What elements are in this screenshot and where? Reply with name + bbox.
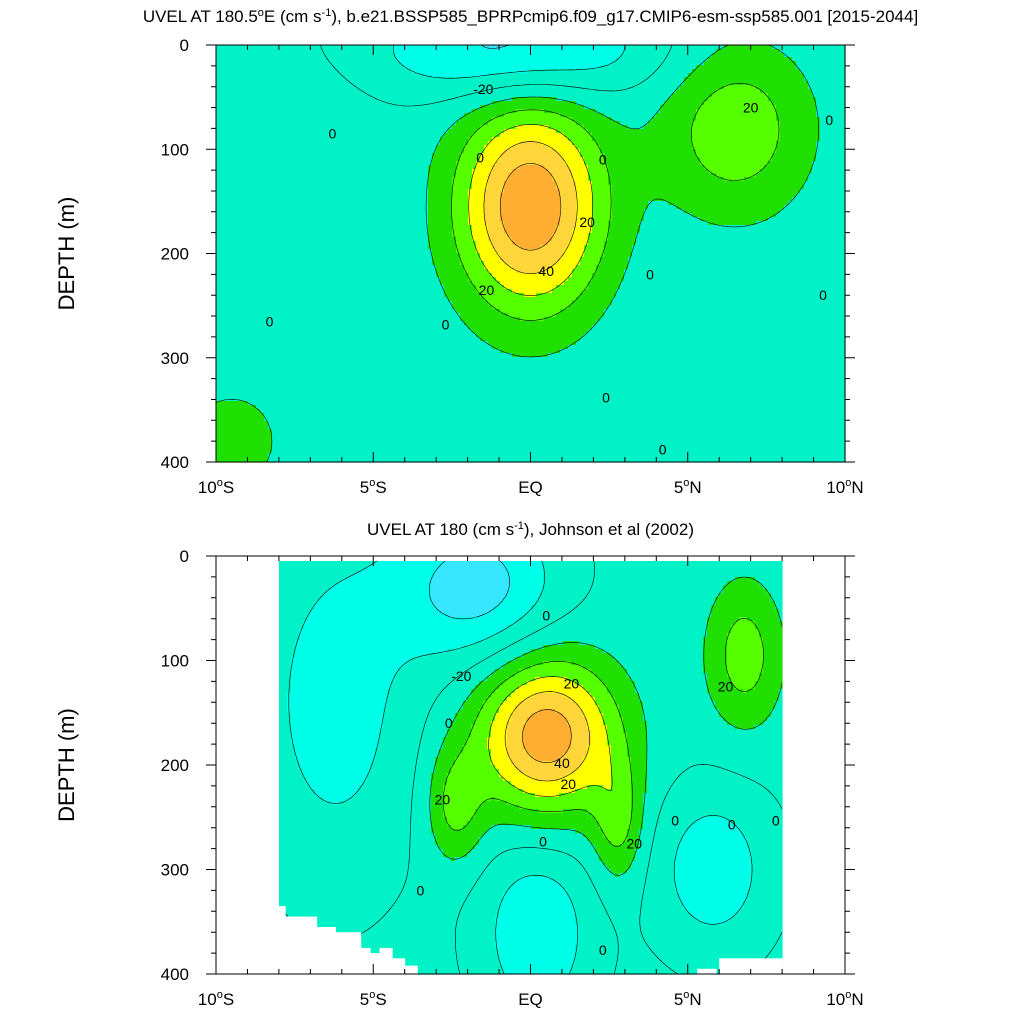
contour-label: 0 bbox=[825, 112, 833, 128]
mask-column bbox=[379, 947, 393, 975]
contour-label: -20 bbox=[473, 81, 493, 97]
mask-column bbox=[392, 958, 406, 975]
x-tick-label: 10oS bbox=[198, 477, 234, 497]
mask-column bbox=[404, 965, 418, 975]
contour-label: 0 bbox=[599, 152, 607, 168]
contour-label: 0 bbox=[659, 441, 667, 457]
y-tick-label: 100 bbox=[161, 652, 189, 671]
contour-labels: 0 -20 20 20 0 40 20 20 0 0 0 0 20 0 0 bbox=[417, 608, 780, 958]
y-tick-label: 400 bbox=[161, 453, 189, 472]
contour-label: 0 bbox=[442, 316, 450, 332]
contour-label: 40 bbox=[538, 263, 554, 279]
x-tick-label: 5oS bbox=[360, 477, 387, 497]
mask-column bbox=[370, 953, 381, 975]
x-tick-label: EQ bbox=[518, 990, 543, 1009]
tick-marks bbox=[206, 555, 855, 975]
contour-label: 20 bbox=[479, 282, 495, 298]
y-tick-label: 300 bbox=[161, 861, 189, 880]
x-tick-label: 10oN bbox=[826, 477, 863, 497]
mask-column bbox=[316, 926, 337, 975]
contour-label: 0 bbox=[445, 715, 453, 731]
mask-column bbox=[719, 958, 783, 975]
contour-label: -20 bbox=[451, 668, 471, 684]
contour-label: 0 bbox=[819, 287, 827, 303]
y-tick-label: 100 bbox=[161, 140, 189, 159]
contour-label: 0 bbox=[328, 126, 336, 142]
mask-column bbox=[285, 916, 318, 975]
contour-label: 20 bbox=[579, 214, 595, 230]
missing-data-mask bbox=[278, 906, 783, 975]
contour-label: 0 bbox=[602, 389, 610, 405]
contour-label: 40 bbox=[554, 755, 570, 771]
y-tick-label: 0 bbox=[180, 36, 189, 55]
mask-column bbox=[335, 932, 362, 975]
x-tick-label: EQ bbox=[518, 478, 543, 497]
mask-column bbox=[278, 906, 286, 975]
contour-lines bbox=[215, 44, 819, 463]
x-tick-label: 5oN bbox=[674, 989, 702, 1009]
x-tick-label: 5oS bbox=[360, 989, 387, 1009]
contour-label: 0 bbox=[417, 882, 425, 898]
contour-label: 0 bbox=[671, 812, 679, 828]
contour-label: 20 bbox=[743, 100, 759, 116]
y-tick-label: 300 bbox=[161, 349, 189, 368]
y-axis-label: DEPTH (m) bbox=[54, 708, 79, 822]
contour-label: 20 bbox=[564, 675, 580, 691]
mask-column bbox=[360, 947, 371, 975]
contour-label: 20 bbox=[718, 679, 734, 695]
contour-label: 20 bbox=[560, 776, 576, 792]
contour-label: 0 bbox=[772, 812, 780, 828]
y-axis-label: DEPTH (m) bbox=[54, 197, 79, 311]
tick-marks bbox=[206, 44, 855, 463]
contour-label: 0 bbox=[539, 833, 547, 849]
contour-label: 0 bbox=[728, 817, 736, 833]
contour-path bbox=[215, 44, 819, 463]
y-tick-label: 200 bbox=[161, 756, 189, 775]
x-tick-label: 10oN bbox=[826, 989, 863, 1009]
contour-label: 0 bbox=[599, 942, 607, 958]
x-tick-label: 5oN bbox=[674, 477, 702, 497]
contour-label: 0 bbox=[266, 313, 274, 329]
x-tick-label: 10oS bbox=[198, 989, 234, 1009]
chart-title: UVEL AT 180 (cm s-1), Johnson et al (200… bbox=[367, 520, 694, 539]
contour-fill bbox=[216, 45, 846, 463]
contour-fill bbox=[279, 561, 783, 975]
mask-column bbox=[697, 968, 717, 975]
chart-title: UVEL AT 180.5oE (cm s-1), b.e21.BSSP585_… bbox=[143, 7, 918, 26]
contour-label: 20 bbox=[435, 791, 451, 807]
contour-label: 0 bbox=[542, 608, 550, 624]
contour-label: 0 bbox=[646, 266, 654, 282]
contour-labels: -20 0 0 0 20 0 20 40 20 0 0 0 0 0 0 bbox=[266, 81, 834, 458]
y-tick-label: 400 bbox=[161, 965, 189, 984]
contour-label: 20 bbox=[626, 835, 642, 851]
y-tick-label: 200 bbox=[161, 245, 189, 264]
y-tick-label: 0 bbox=[180, 547, 189, 566]
contour-label: 0 bbox=[476, 150, 484, 166]
